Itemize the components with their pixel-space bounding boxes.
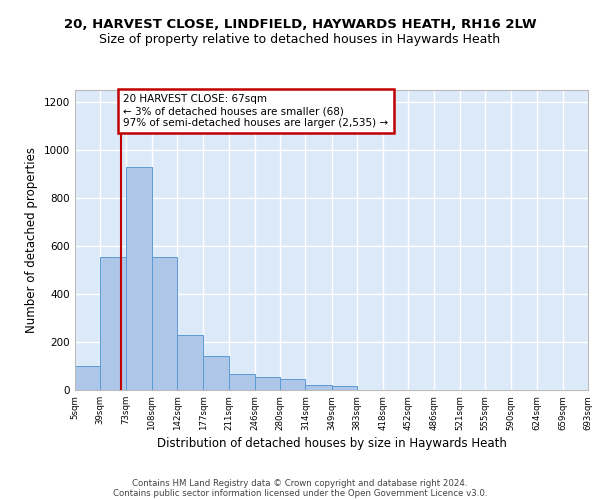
Text: 20, HARVEST CLOSE, LINDFIELD, HAYWARDS HEATH, RH16 2LW: 20, HARVEST CLOSE, LINDFIELD, HAYWARDS H… <box>64 18 536 30</box>
Bar <box>203 356 229 390</box>
Text: Size of property relative to detached houses in Haywards Heath: Size of property relative to detached ho… <box>100 32 500 46</box>
Text: 20 HARVEST CLOSE: 67sqm
← 3% of detached houses are smaller (68)
97% of semi-det: 20 HARVEST CLOSE: 67sqm ← 3% of detached… <box>124 94 389 128</box>
Text: Contains HM Land Registry data © Crown copyright and database right 2024.: Contains HM Land Registry data © Crown c… <box>132 478 468 488</box>
Y-axis label: Number of detached properties: Number of detached properties <box>25 147 38 333</box>
Bar <box>254 377 280 390</box>
Bar <box>100 257 126 390</box>
Text: Contains public sector information licensed under the Open Government Licence v3: Contains public sector information licen… <box>113 488 487 498</box>
Bar <box>331 386 357 390</box>
Bar <box>177 335 203 390</box>
Bar <box>75 366 100 390</box>
Bar <box>280 379 305 390</box>
Bar <box>152 257 177 390</box>
Bar <box>305 384 331 390</box>
X-axis label: Distribution of detached houses by size in Haywards Heath: Distribution of detached houses by size … <box>157 436 506 450</box>
Bar <box>126 167 152 390</box>
Bar <box>229 374 254 390</box>
